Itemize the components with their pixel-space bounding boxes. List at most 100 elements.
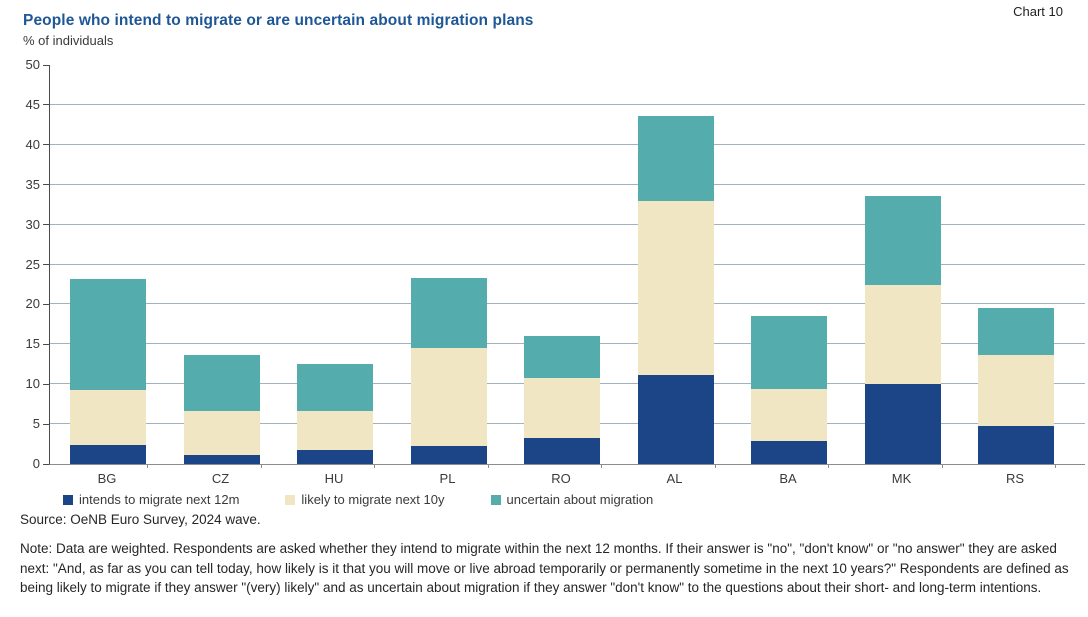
legend-item: likely to migrate next 10y <box>285 492 445 507</box>
x-tick-label: RS <box>1005 471 1025 486</box>
bar-pl <box>410 278 487 464</box>
y-tick-label: 25 <box>25 256 40 272</box>
bar-segment <box>524 437 600 464</box>
bar-segment <box>70 278 146 390</box>
legend-label: intends to migrate next 12m <box>79 492 240 507</box>
y-axis-tick <box>43 64 49 66</box>
bar-segment <box>864 384 941 464</box>
bar-segment <box>183 455 260 464</box>
bar-segment <box>978 355 1054 426</box>
x-axis-tick <box>487 464 489 468</box>
gridline <box>50 303 1085 305</box>
y-axis-tick <box>43 423 49 425</box>
x-axis-tick <box>601 464 602 468</box>
bar-cz <box>183 354 260 464</box>
gridline <box>50 183 1085 185</box>
chart-number-label: Chart 10 <box>1013 4 1063 19</box>
bar-segment <box>864 195 941 286</box>
gridline <box>50 143 1085 145</box>
chart-title: People who intend to migrate or are unce… <box>23 12 534 29</box>
y-tick-label: 30 <box>25 216 40 232</box>
y-axis-tick <box>43 224 49 226</box>
bar-ro <box>524 335 600 464</box>
y-axis-tick <box>43 184 49 186</box>
x-tick-label: PL <box>439 471 456 486</box>
bar-segment <box>751 389 827 441</box>
bar-rs <box>978 307 1054 464</box>
plot-area <box>43 64 1085 468</box>
x-axis-tick <box>828 464 829 468</box>
x-tick-label: MK <box>891 471 912 486</box>
x-axis-tick <box>374 464 375 468</box>
y-tick-label: 40 <box>25 136 40 152</box>
bar-segment <box>751 440 827 464</box>
x-axis-tick <box>260 464 262 468</box>
bar-segment <box>524 335 600 378</box>
bar-segment <box>637 116 714 201</box>
y-tick-label: 15 <box>25 336 40 352</box>
legend-item: intends to migrate next 12m <box>63 492 239 507</box>
legend-marker-icon <box>285 494 296 505</box>
gridline <box>50 223 1085 225</box>
bar-al <box>637 116 714 464</box>
gridline <box>50 263 1085 265</box>
y-tick-label: 35 <box>25 176 40 192</box>
y-axis-labels: 0 5 10 15 20 25 30 35 40 45 50 <box>0 57 40 471</box>
legend-label: likely to migrate next 10y <box>301 492 445 507</box>
gridline <box>50 103 1085 105</box>
y-tick-label: 5 <box>32 416 40 432</box>
x-tick-label: RO <box>551 471 571 486</box>
bar-segment <box>978 307 1054 356</box>
x-tick-label: HU <box>324 471 344 486</box>
y-tick-label: 50 <box>25 57 40 72</box>
x-tick-label: CZ <box>211 471 230 486</box>
bar-segment <box>297 364 373 412</box>
y-axis-unit-label: % of individuals <box>23 33 114 48</box>
x-axis-tick <box>941 464 943 468</box>
bar-ba <box>751 315 827 464</box>
bar-segment <box>637 375 714 464</box>
source-text: Source: OeNB Euro Survey, 2024 wave. <box>20 512 261 527</box>
bar-segment <box>70 444 146 464</box>
legend-item: uncertain about migration <box>490 492 654 507</box>
y-axis-tick <box>43 383 49 385</box>
bar-segment <box>978 425 1054 464</box>
x-axis-tick <box>714 464 716 468</box>
legend: intends to migrate next 12m likely to mig… <box>63 492 653 507</box>
bar-segment <box>410 348 487 447</box>
bar-segment <box>410 446 487 464</box>
bar-segment <box>183 354 260 412</box>
bar-segment <box>864 285 941 385</box>
bar-segment <box>297 411 373 450</box>
bar-segment <box>297 449 373 464</box>
y-tick-label: 45 <box>25 96 40 112</box>
y-axis-tick <box>43 264 49 265</box>
y-axis-tick <box>43 343 49 345</box>
bar-bg <box>70 278 146 464</box>
y-tick-label: 10 <box>25 376 40 392</box>
legend-label: uncertain about migration <box>506 492 654 507</box>
x-axis-tick <box>1055 464 1056 468</box>
y-tick-label: 0 <box>32 456 40 471</box>
bar-segment <box>183 411 260 456</box>
bar-segment <box>524 377 600 438</box>
x-axis-tick <box>147 464 148 468</box>
bar-segment <box>410 278 487 349</box>
x-tick-label: BA <box>779 471 797 486</box>
x-tick-label: AL <box>666 471 683 486</box>
bar-hu <box>297 364 373 464</box>
bar-segment <box>751 315 827 389</box>
note-text: Note: Data are weighted. Respondents are… <box>20 541 1069 595</box>
legend-marker-icon <box>490 494 501 505</box>
x-tick-label: BG <box>97 471 117 486</box>
legend-marker-icon <box>63 494 73 505</box>
y-axis-tick <box>43 104 49 106</box>
y-axis-tick <box>43 463 49 465</box>
bar-mk <box>864 195 941 464</box>
bar-segment <box>70 389 146 445</box>
bar-segment <box>637 200 714 376</box>
y-axis-tick <box>43 303 49 305</box>
y-axis-tick <box>43 144 49 146</box>
y-tick-label: 20 <box>25 296 40 312</box>
